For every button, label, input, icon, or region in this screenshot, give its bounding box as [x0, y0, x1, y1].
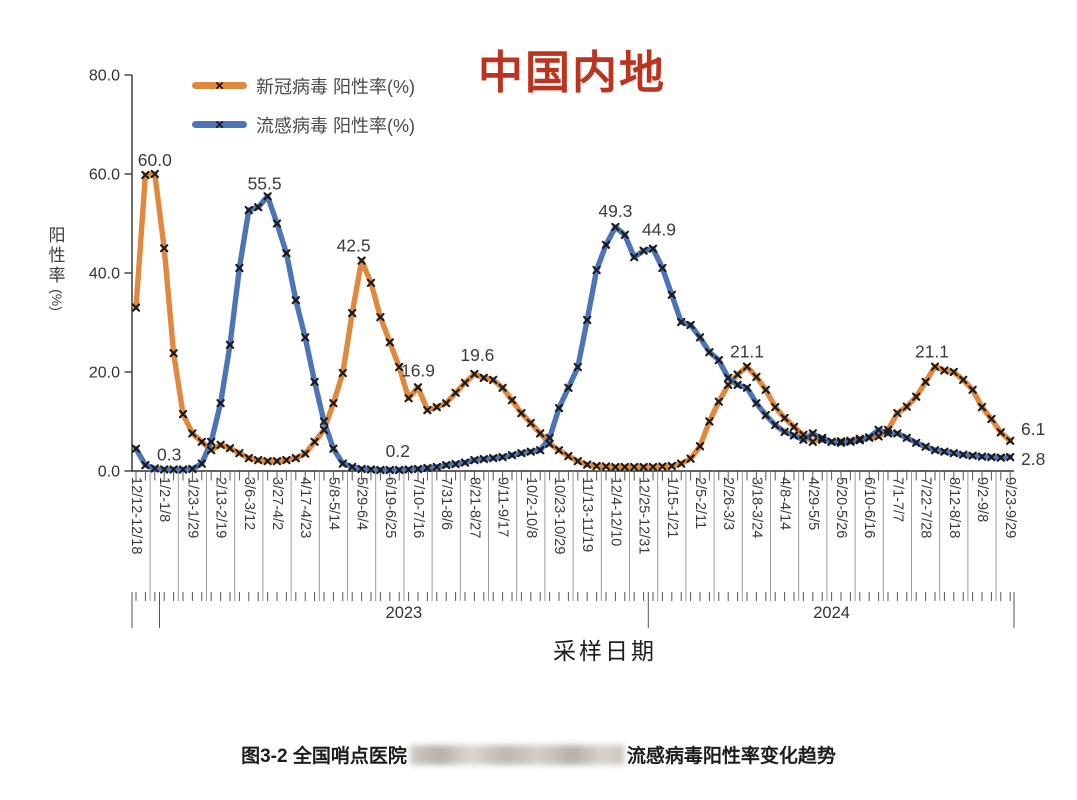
- date-label: 5/29-6/4: [354, 477, 370, 530]
- date-label: 1/23-1/29: [184, 477, 200, 538]
- data-label: 55.5: [248, 173, 282, 193]
- date-label: 12/4-12/10: [607, 477, 623, 546]
- legend-label-covid: 新冠病毒 阳性率(%): [256, 76, 415, 97]
- data-label: 6.1: [1021, 419, 1045, 439]
- date-label: 4/8-4/14: [777, 477, 793, 530]
- data-label: 0.3: [157, 445, 181, 465]
- y-axis-title: 阳性率 (%): [42, 226, 72, 311]
- data-label: 49.3: [598, 201, 632, 221]
- y-axis-labels: 0.0 20.0 40.0 60.0 80.0: [89, 68, 120, 481]
- data-label: 0.2: [386, 441, 410, 461]
- legend: × 新冠病毒 阳性率(%) × 流感病毒 阳性率(%): [192, 66, 415, 144]
- y-axis-title-unit: (%): [49, 289, 65, 311]
- figure-caption: 图3-2 全国哨点医院 流感病毒阳性率变化趋势: [0, 741, 1077, 768]
- x-axis-date-labels: 12/12-12/18 1/2-1/8 1/23-1/29 2/13-2/19 3/6-…: [128, 477, 1018, 554]
- date-label: 7/31-8/6: [438, 477, 454, 530]
- caption-prefix: 图3-2 全国哨点医院: [241, 746, 407, 767]
- date-label: 1/15-1/21: [664, 477, 680, 538]
- data-label: 2.8: [1021, 449, 1045, 469]
- data-label: 21.1: [915, 342, 949, 362]
- x-axis-week-ticks: [135, 471, 1011, 601]
- y-axis-ticks: [124, 74, 132, 472]
- date-label: 10/2-10/8: [523, 477, 539, 538]
- year-label: 2023: [386, 604, 423, 622]
- date-label: 12/25-12/31: [636, 477, 652, 554]
- chart-title: 中国内地: [477, 47, 666, 98]
- series-flu-line: [133, 193, 1013, 473]
- data-annotations: 60.0 0.3 55.5 42.5 16.9 19.6 0.2 49.3 44.9 21.1 21…: [138, 150, 1046, 469]
- data-label: 16.9: [401, 360, 435, 380]
- svg-text:40.0: 40.0: [89, 266, 120, 283]
- data-label: 19.6: [460, 345, 494, 365]
- legend-label-flu: 流感病毒 阳性率(%): [256, 115, 415, 136]
- data-label: 42.5: [337, 236, 371, 256]
- date-label: 6/10-6/16: [861, 477, 877, 538]
- date-label: 12/12-12/18: [128, 477, 144, 554]
- x-marker-icon: ×: [215, 77, 224, 94]
- date-label: 3/6-3/12: [241, 477, 257, 530]
- legend-item-flu: × 流感病毒 阳性率(%): [192, 105, 415, 144]
- date-label: 4/29-5/5: [805, 477, 821, 530]
- date-label: 7/22-7/28: [918, 477, 934, 538]
- date-label: 11/13-11/19: [579, 477, 595, 552]
- x-label-separators: [149, 471, 997, 601]
- date-label: 2/13-2/19: [213, 477, 229, 538]
- data-label: 60.0: [138, 150, 172, 170]
- series-flu-markers: [131, 192, 1015, 475]
- date-label: 5/8-5/14: [325, 477, 341, 530]
- date-label: 8/21-8/27: [466, 477, 482, 538]
- caption-redacted-blur: [409, 744, 624, 765]
- date-label: 2/5-2/11: [692, 477, 708, 529]
- date-label: 9/23-9/29: [1002, 477, 1018, 538]
- x-marker-icon: ×: [215, 116, 224, 133]
- chart-canvas: 0.0 20.0 40.0 60.0 80.0 12/12-12/18 1/2-1/8 1/2…: [89, 68, 1046, 628]
- year-label: 2024: [813, 604, 850, 622]
- date-label: 7/10-7/16: [410, 477, 426, 538]
- date-label: 3/18-3/24: [748, 477, 764, 538]
- x-axis-title: 采样日期: [553, 639, 657, 664]
- date-label: 8/12-8/18: [946, 477, 962, 538]
- svg-text:60.0: 60.0: [89, 167, 120, 184]
- year-axis: 2023 2024: [131, 592, 1015, 628]
- date-label: 6/19-6/25: [382, 477, 398, 538]
- date-label: 3/27-4/2: [269, 477, 285, 530]
- date-label: 9/2-9/8: [974, 477, 990, 522]
- date-label: 7/1-7/7: [889, 477, 905, 522]
- caption-suffix: 流感病毒阳性率变化趋势: [626, 746, 836, 767]
- data-label: 21.1: [730, 342, 764, 362]
- legend-item-covid: × 新冠病毒 阳性率(%): [192, 66, 415, 105]
- flu-line-swatch: ×: [192, 117, 247, 132]
- svg-text:80.0: 80.0: [89, 68, 120, 85]
- y-axis-title-text: 阳性率: [48, 226, 66, 285]
- date-label: 5/20-5/26: [833, 477, 849, 538]
- svg-text:20.0: 20.0: [89, 365, 120, 382]
- date-label: 1/2-1/8: [156, 477, 172, 522]
- date-label: 10/23-10/29: [551, 477, 567, 554]
- data-label: 44.9: [642, 220, 676, 240]
- date-label: 2/26-3/3: [720, 477, 736, 530]
- series-covid-markers: [131, 169, 1015, 472]
- series-covid-line: [133, 171, 1013, 470]
- date-label: 4/17-4/23: [297, 477, 313, 538]
- date-label: 9/11-9/17: [495, 477, 511, 537]
- svg-text:0.0: 0.0: [98, 464, 120, 481]
- covid-line-swatch: ×: [192, 78, 247, 93]
